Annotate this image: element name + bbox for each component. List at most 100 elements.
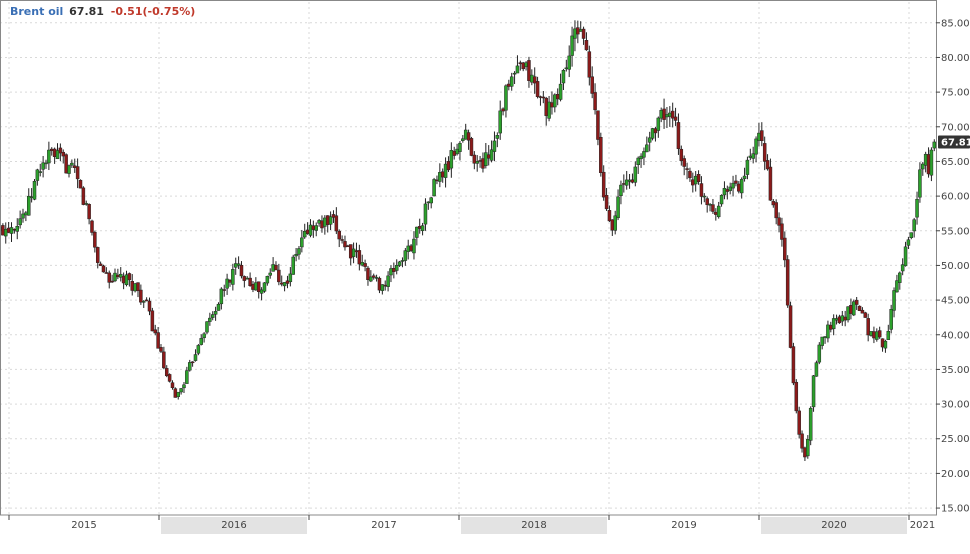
candle-body [682,158,686,167]
y-tick-label: 65.00 [941,157,970,168]
candle-body [900,264,905,272]
y-tick-label: 25.00 [941,434,970,445]
y-tick-label: 50.00 [941,261,970,272]
y-tick-label: 30.00 [941,400,970,411]
candle-body [489,149,494,161]
last-price-badge [938,135,970,149]
candle-body [714,211,718,215]
candle-body [742,175,747,179]
candle-body [208,317,212,322]
candle-body [141,301,146,303]
y-tick-label: 60.00 [941,192,970,203]
candle-body [409,245,413,251]
candle-body [843,316,847,321]
candle-body [95,247,100,263]
x-tick-label: 2020 [821,520,846,531]
candle-body [78,179,83,189]
candle-body [156,332,160,349]
candle-body [400,260,405,262]
candle-body [768,166,773,201]
candle-body [176,391,180,397]
candle-body [389,268,393,276]
candle-body [116,274,120,278]
candle-body [633,166,638,183]
candle-body [854,299,859,305]
candle-body [734,180,738,184]
candle-body [124,274,129,286]
candle-body [239,264,244,277]
candle-body [443,163,448,178]
candle-body [737,183,741,192]
x-axis-bands [161,517,907,534]
candle-body [754,138,758,155]
candle-body [147,300,152,312]
y-tick-label: 35.00 [941,365,970,376]
candle-body [446,161,451,171]
candle-body [653,128,658,134]
candle-body [75,166,80,180]
candle-body [817,344,822,363]
candle-body [417,226,422,229]
candle-body [501,108,505,112]
candle-body [921,163,925,170]
candle-body [693,175,698,185]
candle-body [3,228,8,237]
candle-body [426,201,431,204]
candle-body [777,217,781,226]
candle-body [622,183,626,185]
x-tick-label: 2015 [71,520,96,531]
candle-body [346,245,350,248]
candle-body [412,238,416,254]
candle-body [463,129,468,140]
candle-body [302,230,307,238]
candle-body [305,229,310,234]
candle-body [58,147,63,154]
candle-body [61,151,65,157]
y-tick-label: 15.00 [941,504,970,515]
candle-body [288,273,293,283]
candle-body [222,289,226,291]
candle-body [167,374,172,382]
grid-lines [0,2,936,515]
candle-body [110,280,114,283]
candle-body [909,232,914,238]
candle-body [64,154,68,174]
candle-body [1,225,5,236]
candle-body [656,117,661,131]
candle-body [202,333,206,339]
y-tick-label: 55.00 [941,226,970,237]
candle-body [472,154,477,164]
candle-body [136,282,140,292]
x-tick-label: 2018 [521,520,546,531]
candle-body [800,433,804,449]
candle-body [636,157,640,165]
candle-body [696,174,701,183]
candle-body [745,159,750,175]
candle-body [593,92,597,111]
candle-body [803,447,807,458]
x-band-2016 [161,517,307,534]
candle-body [725,189,730,192]
candle-body [665,114,669,118]
candle-body [929,149,934,176]
candle-body [403,250,408,261]
candle-body [328,216,333,225]
x-band-2018 [461,517,607,534]
candle-body [785,259,790,306]
x-tick-label: 2017 [371,520,396,531]
candle-body [541,96,546,99]
candle-body [308,224,313,236]
candle-body [38,171,42,173]
candle-body [383,284,387,287]
candle-body [348,244,353,259]
candle-body [190,361,195,364]
candle-body [685,168,689,170]
candle-body [93,231,97,248]
y-tick-label: 80.00 [941,53,970,64]
candle-body [144,299,149,302]
candle-body [231,269,235,285]
candle-body [351,248,356,257]
candle-body [553,94,557,108]
